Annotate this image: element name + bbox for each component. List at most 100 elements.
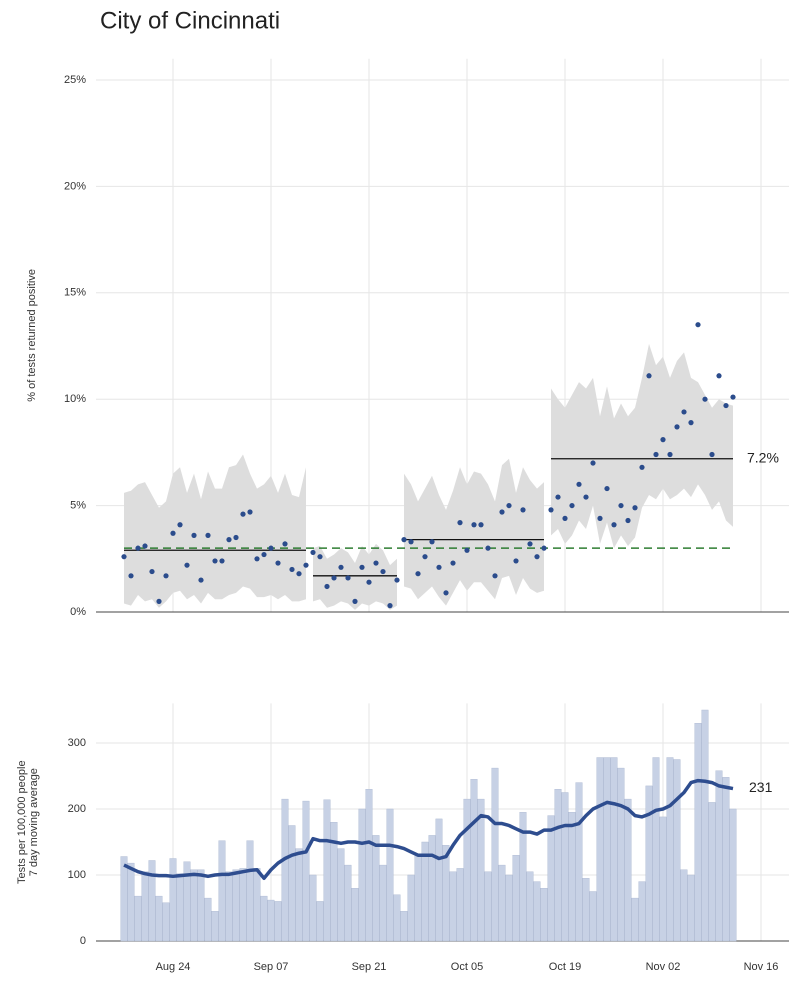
bar xyxy=(169,858,177,942)
bar xyxy=(393,894,401,942)
bar xyxy=(554,789,562,942)
point xyxy=(429,539,435,545)
y-tick-label: 5% xyxy=(70,500,86,512)
point xyxy=(128,573,134,579)
bar xyxy=(435,818,443,942)
point xyxy=(205,532,211,538)
bar xyxy=(358,808,366,942)
confidence-band xyxy=(124,454,306,608)
point xyxy=(212,558,218,564)
point xyxy=(142,543,148,549)
bar xyxy=(540,888,548,942)
y-tick-label: 300 xyxy=(68,737,86,749)
point xyxy=(555,494,561,500)
bar xyxy=(617,767,625,942)
x-tick-label: Nov 16 xyxy=(744,961,779,973)
point xyxy=(681,409,687,415)
bar xyxy=(225,871,233,942)
bar xyxy=(239,868,247,942)
point xyxy=(716,373,722,379)
point xyxy=(191,532,197,538)
point xyxy=(709,451,715,458)
point xyxy=(422,554,428,560)
bar xyxy=(183,861,191,942)
point xyxy=(394,577,400,583)
bar xyxy=(218,840,226,942)
bar xyxy=(533,881,541,942)
bar xyxy=(232,869,240,942)
point xyxy=(373,560,379,566)
bar xyxy=(708,802,716,942)
bar xyxy=(372,835,380,942)
y-tick-label: 20% xyxy=(64,180,86,192)
bar xyxy=(295,848,303,942)
bar xyxy=(442,845,450,942)
point xyxy=(485,545,491,551)
bar xyxy=(624,798,632,942)
bar xyxy=(288,825,296,942)
bar xyxy=(477,798,485,942)
bar xyxy=(197,869,205,942)
point xyxy=(688,420,694,426)
y-tick-label: 100 xyxy=(68,869,86,881)
point xyxy=(275,560,281,566)
bar xyxy=(582,878,590,942)
point xyxy=(149,568,155,575)
point xyxy=(254,556,260,562)
bar xyxy=(316,901,324,942)
point xyxy=(331,575,337,581)
point xyxy=(562,515,568,521)
bar xyxy=(547,815,555,942)
point xyxy=(408,539,414,545)
point xyxy=(597,515,603,521)
point xyxy=(590,460,596,466)
bar xyxy=(421,841,429,942)
bar xyxy=(386,808,394,942)
bar xyxy=(575,782,583,942)
point xyxy=(534,554,540,560)
point xyxy=(527,541,533,547)
bar xyxy=(449,871,457,942)
bar xyxy=(603,757,611,942)
bar xyxy=(568,812,576,942)
y-axis-label: 7 day moving average xyxy=(28,768,40,876)
bar xyxy=(379,864,387,942)
bar xyxy=(260,895,268,942)
bar xyxy=(267,899,275,942)
point xyxy=(450,560,456,566)
point xyxy=(240,511,246,517)
point xyxy=(121,554,127,560)
point xyxy=(611,522,617,528)
bar xyxy=(638,881,646,942)
bar xyxy=(463,798,471,942)
bar xyxy=(414,855,422,942)
point xyxy=(723,402,729,409)
point xyxy=(492,573,498,579)
point xyxy=(625,517,631,524)
point xyxy=(233,534,239,541)
bar xyxy=(344,864,352,942)
point xyxy=(219,558,225,564)
point xyxy=(702,396,708,402)
point xyxy=(443,590,449,596)
bar xyxy=(715,770,723,942)
point xyxy=(170,530,176,536)
point xyxy=(520,507,526,513)
bar xyxy=(729,808,737,942)
x-tick-label: Oct 05 xyxy=(451,961,483,973)
y-tick-label: 200 xyxy=(68,803,86,815)
x-tick-label: Aug 24 xyxy=(156,961,191,973)
y-tick-label: 0% xyxy=(70,606,86,618)
point xyxy=(401,537,407,543)
bar xyxy=(309,874,317,942)
bar xyxy=(687,874,695,942)
confidence-band xyxy=(404,458,544,606)
chart-title: City of Cincinnati xyxy=(100,7,280,34)
bar xyxy=(456,868,464,942)
point xyxy=(352,598,358,604)
bar xyxy=(141,871,149,942)
point xyxy=(387,603,393,609)
point xyxy=(366,579,372,585)
bar xyxy=(526,871,534,942)
bar xyxy=(330,822,338,942)
